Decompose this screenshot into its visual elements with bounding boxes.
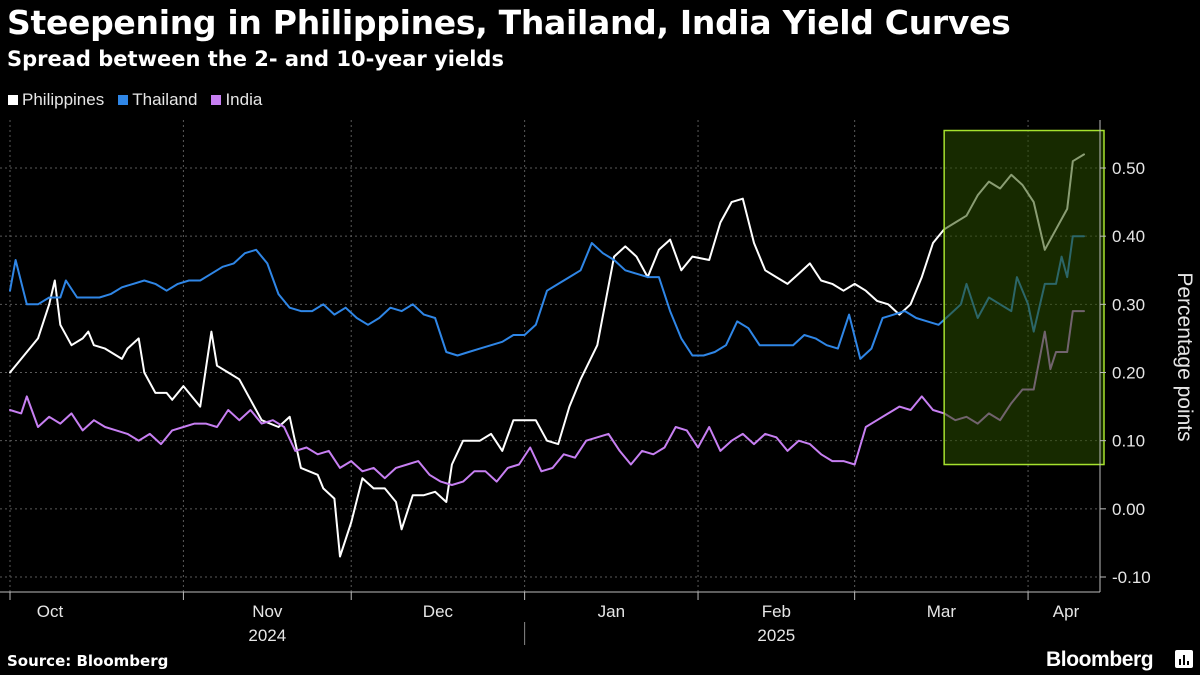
x-tick-label: Nov: [252, 602, 283, 621]
x-tick-label: Dec: [423, 602, 454, 621]
brand-logo-text: Bloomberg: [1046, 648, 1154, 671]
legend: Philippines Thailand India: [8, 90, 262, 110]
x-tick-label: Jan: [598, 602, 625, 621]
legend-swatch-thailand: [118, 95, 129, 105]
x-tick-label: Apr: [1053, 602, 1080, 621]
y-tick-label: -0.10: [1112, 568, 1151, 587]
legend-item-india: India: [211, 90, 262, 110]
highlight-box: [943, 129, 1105, 466]
chart-subtitle: Spread between the 2- and 10-year yields: [7, 47, 504, 71]
series-layer: [9, 153, 1085, 558]
series-line-philippines: [9, 153, 1085, 558]
series-line-thailand: [9, 235, 1085, 360]
bloomberg-terminal-icon: [1175, 650, 1193, 668]
legend-item-thailand: Thailand: [118, 90, 197, 110]
series-line-india: [9, 310, 1085, 486]
y-tick-label: 0.30: [1112, 295, 1145, 314]
legend-label-philippines: Philippines: [22, 90, 105, 109]
source-note: Source: Bloomberg: [7, 652, 169, 670]
x-year-label: 2025: [757, 626, 795, 645]
y-axis-title: Percentage points: [1173, 272, 1196, 441]
grid-layer: [0, 120, 1100, 592]
chart-title: Steepening in Philippines, Thailand, Ind…: [7, 3, 1011, 42]
legend-swatch-india: [211, 95, 222, 105]
overlay-layer: [943, 129, 1105, 466]
legend-item-philippines: Philippines: [8, 90, 104, 110]
x-tick-label: Mar: [927, 602, 957, 621]
x-tick-label: Oct: [37, 602, 64, 621]
x-tick-label: Feb: [762, 602, 791, 621]
legend-label-india: India: [225, 90, 263, 109]
y-tick-label: 0.40: [1112, 227, 1145, 246]
y-tick-label: 0.20: [1112, 364, 1145, 383]
y-tick-label: 0.50: [1112, 159, 1145, 178]
legend-swatch-philippines: [8, 95, 18, 105]
axis-layer: -0.10 0.00 0.10 0.20 0.30 0.40 0.50 Oct Nov Dec Ja…: [0, 120, 1151, 645]
y-tick-label: 0.10: [1112, 432, 1145, 451]
legend-label-thailand: Thailand: [132, 90, 198, 109]
x-year-label: 2024: [248, 626, 286, 645]
y-tick-label: 0.00: [1112, 500, 1145, 519]
